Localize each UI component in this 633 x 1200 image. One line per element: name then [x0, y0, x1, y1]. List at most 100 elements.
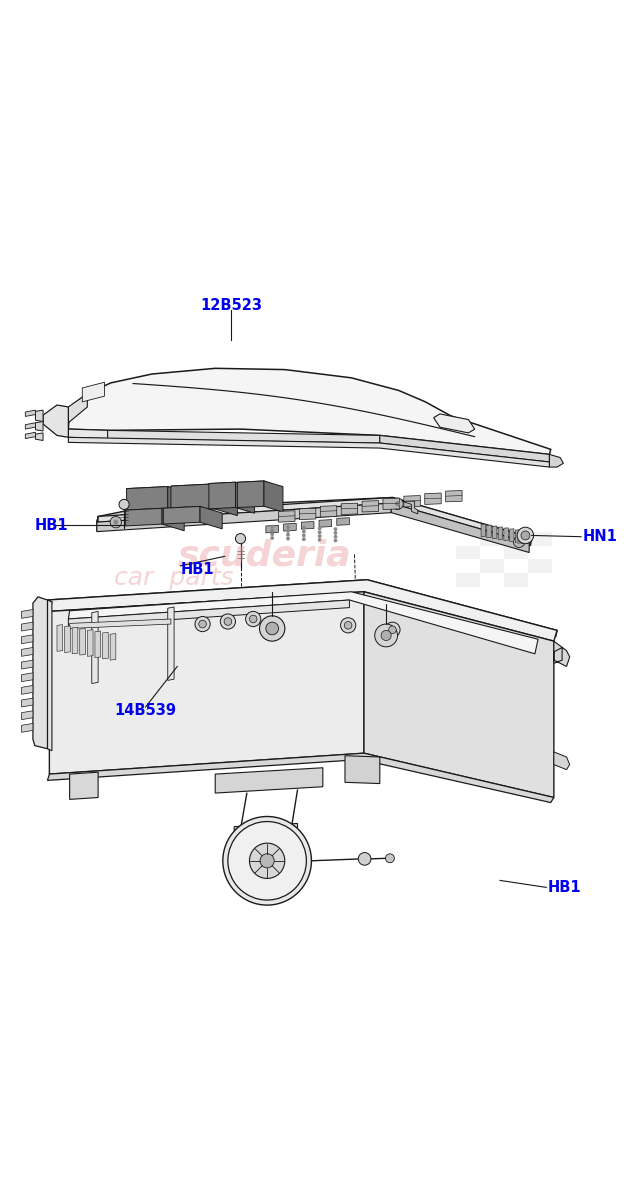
Polygon shape: [446, 491, 462, 502]
Polygon shape: [25, 410, 35, 416]
Circle shape: [286, 526, 290, 529]
Circle shape: [334, 535, 337, 539]
Polygon shape: [209, 482, 235, 509]
Polygon shape: [47, 600, 52, 751]
Polygon shape: [337, 517, 349, 526]
Polygon shape: [200, 506, 222, 529]
Circle shape: [270, 524, 274, 528]
Polygon shape: [25, 432, 35, 438]
Polygon shape: [299, 509, 316, 520]
Polygon shape: [284, 523, 296, 532]
Polygon shape: [319, 520, 332, 527]
Circle shape: [381, 630, 391, 641]
Circle shape: [334, 532, 337, 535]
Polygon shape: [70, 619, 171, 629]
Circle shape: [270, 528, 274, 533]
Polygon shape: [22, 698, 33, 707]
Polygon shape: [554, 752, 570, 769]
Bar: [480, 532, 504, 546]
Circle shape: [286, 536, 290, 540]
Polygon shape: [504, 528, 508, 540]
Polygon shape: [22, 710, 33, 720]
Polygon shape: [402, 502, 418, 514]
Polygon shape: [82, 383, 104, 402]
Circle shape: [521, 532, 530, 540]
Polygon shape: [110, 634, 116, 660]
Polygon shape: [46, 580, 557, 637]
Polygon shape: [163, 506, 200, 524]
Polygon shape: [380, 436, 549, 462]
Circle shape: [110, 516, 122, 528]
Polygon shape: [125, 509, 184, 518]
Polygon shape: [127, 486, 193, 498]
Polygon shape: [68, 592, 538, 654]
Polygon shape: [163, 506, 222, 517]
Circle shape: [389, 626, 396, 634]
Polygon shape: [97, 503, 391, 532]
Polygon shape: [108, 431, 380, 443]
Polygon shape: [80, 629, 85, 655]
Circle shape: [224, 618, 232, 625]
Bar: [456, 574, 480, 587]
Polygon shape: [391, 503, 529, 552]
Polygon shape: [237, 481, 283, 490]
Text: HN1: HN1: [582, 529, 617, 545]
Polygon shape: [521, 530, 525, 544]
Polygon shape: [212, 484, 237, 516]
Polygon shape: [97, 498, 532, 544]
Circle shape: [199, 620, 206, 628]
Text: 12B523: 12B523: [200, 298, 262, 313]
Circle shape: [334, 539, 337, 542]
Polygon shape: [22, 648, 33, 656]
Bar: [504, 546, 528, 559]
Polygon shape: [35, 433, 43, 440]
Polygon shape: [168, 486, 193, 518]
Circle shape: [385, 854, 394, 863]
Circle shape: [358, 852, 371, 865]
Polygon shape: [171, 484, 237, 496]
Circle shape: [302, 538, 306, 541]
Polygon shape: [70, 772, 98, 799]
Polygon shape: [448, 415, 463, 430]
Polygon shape: [68, 437, 549, 467]
Polygon shape: [103, 632, 108, 659]
Circle shape: [395, 502, 400, 506]
Polygon shape: [22, 724, 33, 732]
Polygon shape: [481, 524, 486, 536]
Circle shape: [375, 624, 398, 647]
Circle shape: [318, 534, 322, 538]
Polygon shape: [301, 522, 314, 529]
Polygon shape: [47, 754, 554, 803]
Circle shape: [228, 822, 306, 900]
Polygon shape: [549, 455, 563, 467]
Polygon shape: [234, 823, 298, 834]
Text: 14B539: 14B539: [115, 703, 177, 719]
Circle shape: [266, 622, 279, 635]
Polygon shape: [65, 626, 70, 653]
Circle shape: [113, 520, 118, 524]
Polygon shape: [72, 628, 78, 654]
Circle shape: [220, 614, 235, 629]
Polygon shape: [47, 580, 557, 641]
Polygon shape: [49, 592, 364, 774]
Polygon shape: [97, 498, 532, 546]
Polygon shape: [22, 610, 33, 618]
Circle shape: [270, 536, 274, 540]
Polygon shape: [515, 529, 520, 542]
Polygon shape: [404, 496, 420, 506]
Polygon shape: [22, 622, 33, 631]
Polygon shape: [22, 673, 33, 682]
Polygon shape: [266, 526, 279, 533]
Polygon shape: [68, 368, 551, 455]
Polygon shape: [57, 625, 63, 652]
Circle shape: [286, 533, 290, 536]
Polygon shape: [264, 481, 283, 512]
Text: HB1: HB1: [180, 562, 214, 577]
Polygon shape: [22, 660, 33, 668]
Bar: [504, 574, 528, 587]
Polygon shape: [209, 482, 254, 491]
Polygon shape: [434, 414, 475, 433]
Bar: [456, 546, 480, 559]
Polygon shape: [279, 511, 295, 522]
Polygon shape: [127, 486, 168, 512]
